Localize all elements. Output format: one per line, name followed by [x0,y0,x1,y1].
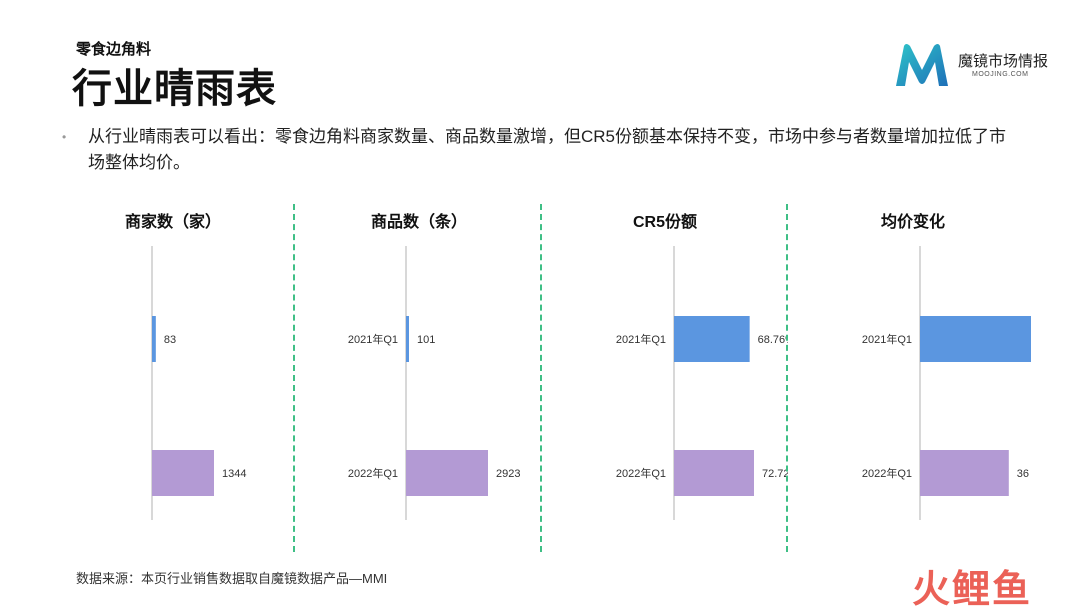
chart-title: 商品数（条） [370,214,467,231]
chart-title: CR5份额 [632,214,697,231]
bar [406,316,409,362]
panel-avg-price: 均价变化 452021年Q1362022年Q1 [790,200,1036,560]
data-label: 68.76% [758,334,788,346]
category-label: 2022年Q1 [616,466,666,480]
bar [674,316,750,362]
products-chart: 101 2021年Q1 2923 2022年Q1 [348,246,520,520]
data-source-note: 数据来源：本页行业销售数据取自魔镜数据产品—MMI [76,571,388,586]
category-label: 2022年Q1 [862,466,912,480]
bar [674,450,754,496]
bar [920,450,1009,496]
data-label: 36 [1017,468,1029,480]
data-label: 83 [164,334,176,346]
bar [406,450,488,496]
data-label: 72.72% [762,468,788,480]
bar [152,316,156,362]
divider [540,204,542,552]
panel-merchants: 商家数（家） 83 1344 [50,200,296,560]
summary-bullet: • [62,130,67,144]
page-subtitle: 零食边角料 [76,41,152,58]
merchants-chart: 83 1344 [151,246,246,520]
divider [786,204,788,552]
category-label: 2021年Q1 [862,332,912,346]
logo-name: 魔镜市场情报 [958,53,1049,70]
panel-products: 商品数（条） 101 2021年Q1 2923 2022年Q1 [296,200,542,560]
category-label: 2021年Q1 [616,332,666,346]
cr5-chart: 68.76% 2021年Q1 72.72% 2022年Q1 [616,246,788,520]
summary-text: 从行业晴雨表可以看出：零食边角料商家数量、商品数量激增，但CR5份额基本保持不变… [88,127,1007,172]
chart-title: 商家数（家） [124,214,221,231]
bar [152,450,214,496]
data-label: 101 [417,334,435,346]
divider [293,204,295,552]
category-label: 2022年Q1 [348,466,398,480]
page-title: 行业晴雨表 [72,67,277,111]
chart-panels: 商家数（家） 83 1344 商品数（条） 101 2021年Q1 2923 2022年… [50,200,1050,560]
data-label: 1344 [222,468,246,480]
category-label: 2021年Q1 [348,332,398,346]
brand-logo: 魔镜市场情报 MOOJING.COM [892,40,1062,92]
bar [920,316,1031,362]
avg-price-chart: 452021年Q1362022年Q1 [862,246,1031,520]
chart-title: 均价变化 [880,214,945,231]
logo-domain: MOOJING.COM [972,71,1029,78]
watermark: 火鲤鱼 [912,569,1033,611]
panel-cr5: CR5份额 68.76% 2021年Q1 72.72% 2022年Q1 [542,200,788,560]
logo-m-icon [896,44,948,86]
data-label: 2923 [496,468,520,480]
